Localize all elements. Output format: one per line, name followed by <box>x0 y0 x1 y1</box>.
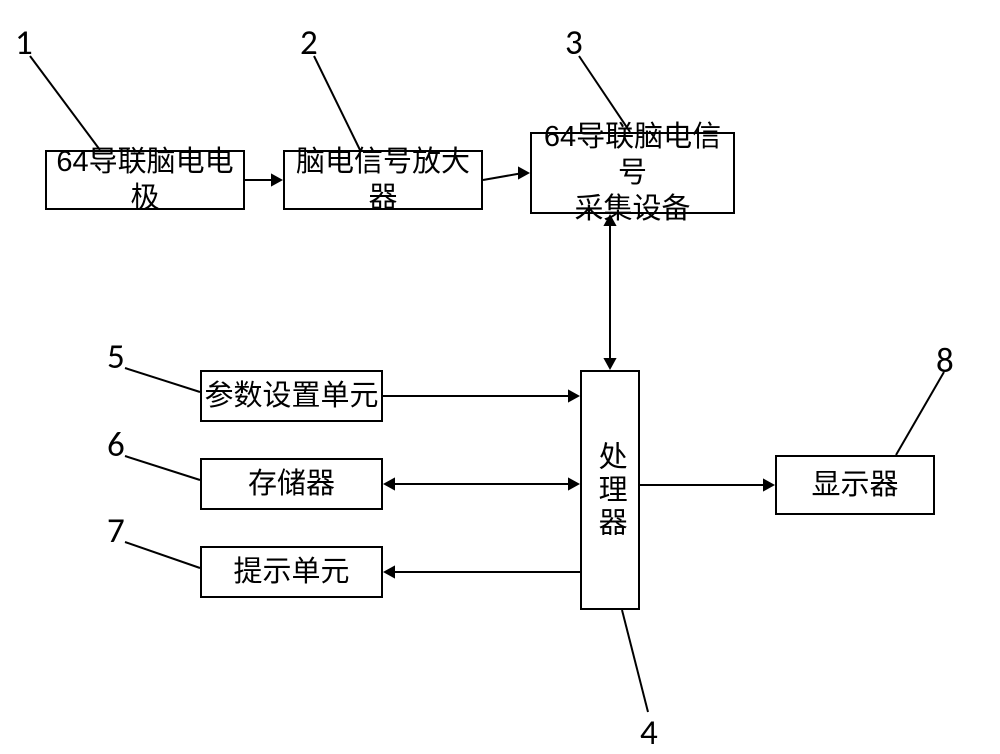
node-n1: 64导联脑电电极 <box>45 150 245 210</box>
node-label: 处理器 <box>592 441 628 540</box>
node-label: 存储器 <box>248 466 335 502</box>
node-label: 64导联脑电信号 采集设备 <box>532 119 733 228</box>
node-n7: 提示单元 <box>200 546 383 598</box>
node-n3: 64导联脑电信号 采集设备 <box>530 132 735 214</box>
callout-label-4: 4 <box>640 712 658 754</box>
callout-label-3: 3 <box>565 22 583 64</box>
node-n2: 脑电信号放大器 <box>283 150 483 210</box>
callout-label-6: 6 <box>107 424 125 466</box>
node-label: 参数设置单元 <box>204 378 378 414</box>
node-n5: 参数设置单元 <box>200 370 383 422</box>
node-n4: 处理器 <box>580 370 640 610</box>
edges-layer <box>0 0 1000 754</box>
node-label: 64导联脑电电极 <box>47 144 243 217</box>
node-n8: 显示器 <box>775 455 935 515</box>
callout-label-7: 7 <box>107 510 125 552</box>
diagram-canvas: 64导联脑电电极脑电信号放大器 64导联脑电信号 采集设备处理器 参数设置单元存储器… <box>0 0 1000 754</box>
callout-label-1: 1 <box>15 22 33 64</box>
node-label: 显示器 <box>811 467 898 503</box>
callout-label-2: 2 <box>300 22 318 64</box>
callout-label-5: 5 <box>107 336 125 378</box>
node-label: 脑电信号放大器 <box>285 144 481 217</box>
callout-label-8: 8 <box>936 340 954 382</box>
node-label: 提示单元 <box>233 554 349 590</box>
node-n6: 存储器 <box>200 458 383 510</box>
